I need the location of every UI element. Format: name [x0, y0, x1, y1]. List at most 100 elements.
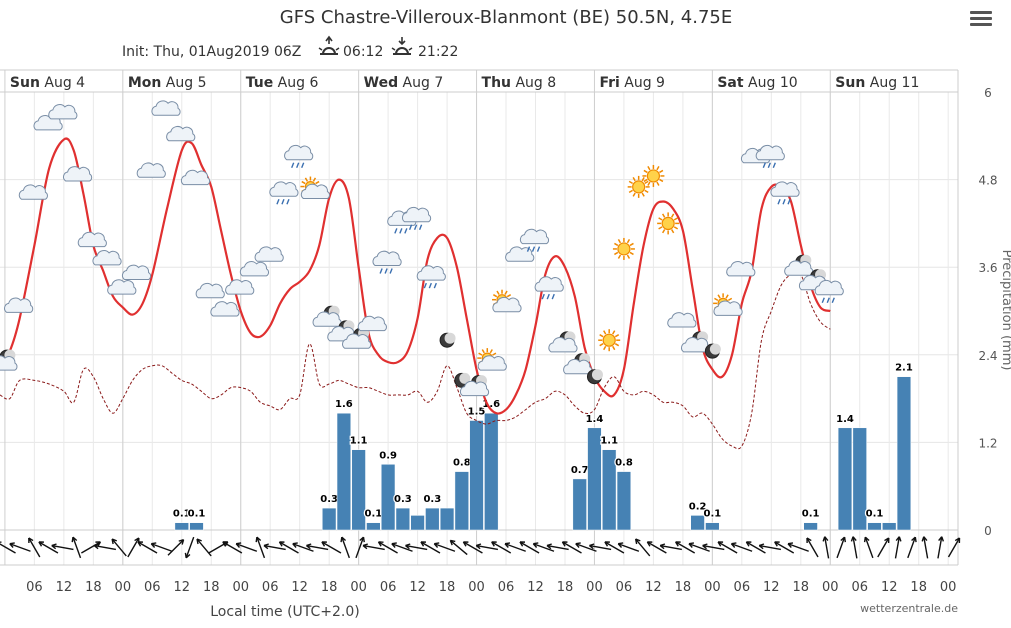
rain-cloud-icon	[416, 265, 446, 289]
wind-shaft	[562, 541, 582, 554]
rain-drop	[541, 293, 545, 300]
day-labels: Sun Aug 4 Mon Aug 5 Tue Aug 6 Wed Aug 7 Thu …	[10, 75, 919, 91]
rain-drop	[286, 198, 290, 205]
wind-head	[462, 541, 467, 547]
wind-head	[787, 542, 794, 545]
wind-head	[759, 543, 765, 547]
x-tick-label: 12	[174, 580, 191, 595]
precip-bar-label: 0.8	[453, 458, 471, 469]
cloud-shape	[726, 261, 756, 277]
cloud-shape	[342, 333, 372, 349]
sun-ray	[670, 213, 675, 218]
day-label: Thu Aug 8	[482, 75, 557, 91]
x-tick-label: 00	[704, 580, 721, 595]
precip-bar	[395, 507, 410, 531]
rain-drop	[787, 198, 791, 205]
wind-shaft	[341, 536, 351, 559]
cloud-icon	[151, 100, 181, 116]
cloud-shape	[18, 184, 48, 200]
wind-shaft	[72, 536, 82, 559]
wind-arrow-icon	[0, 541, 16, 554]
cloud-shape	[195, 282, 225, 299]
wind-shaft	[617, 543, 640, 552]
wind-head	[196, 538, 202, 542]
precip-bar-label: 0.8	[615, 458, 633, 469]
x-tick-label: 12	[56, 580, 73, 595]
wind-arrow-icon	[863, 536, 874, 559]
grid	[0, 69, 959, 566]
cloud-shape	[48, 104, 78, 120]
precip-bar-label: 1.5	[468, 407, 486, 418]
wind-head	[449, 540, 453, 546]
cloud-shape	[151, 100, 181, 116]
wind-shaft	[806, 537, 819, 558]
wind-head	[137, 541, 142, 547]
cloud-shape	[77, 231, 107, 248]
wind-arrow-icon	[377, 541, 398, 554]
cloud-shape	[459, 380, 490, 397]
precip-bar	[351, 449, 366, 531]
wind-shaft	[362, 544, 385, 551]
day-label: Mon Aug 5	[128, 75, 207, 91]
x-tick-label: 06	[380, 580, 397, 595]
precip-bar-label: 1.1	[350, 436, 368, 447]
init-time: Init: Thu, 01Aug2019 06Z	[122, 44, 301, 60]
wind-head	[391, 542, 397, 545]
wind-shaft	[167, 539, 185, 556]
wind-head	[731, 542, 737, 545]
rain-drop	[379, 268, 383, 274]
weather-icons	[0, 100, 844, 397]
cloud-shape	[0, 355, 18, 371]
precip-bar-label: 0.7	[571, 465, 589, 476]
cloud-icon	[210, 301, 240, 317]
cloud-shape	[269, 181, 299, 197]
x-tick-label: 12	[291, 580, 308, 595]
sun-ray	[647, 181, 651, 186]
wind-shaft	[185, 536, 195, 559]
sun-ray	[506, 294, 512, 298]
sun-ray	[632, 176, 636, 182]
wind-head	[111, 538, 114, 545]
wind-head	[341, 536, 347, 541]
wind-arrow-icon	[355, 536, 365, 559]
sun-ray	[304, 177, 309, 182]
rain-drop	[389, 268, 393, 274]
rain-drop	[281, 198, 285, 205]
wind-arrow-icon	[433, 542, 456, 552]
sun-ray	[629, 251, 634, 256]
wind-shaft	[378, 541, 398, 554]
x-tick-label: 18	[910, 580, 927, 595]
sun-ray	[717, 294, 721, 299]
menu-button[interactable]	[966, 8, 996, 34]
rain-cloud-icon	[770, 181, 800, 205]
day-label: Sun Aug 4	[10, 75, 85, 91]
wind-shaft	[519, 541, 540, 554]
wind-arrow-icon	[38, 541, 59, 554]
y-tick-label: 1.2	[978, 436, 997, 450]
cloud-shape	[136, 162, 166, 178]
precip-bar-label: 0.2	[689, 501, 707, 512]
wind-shaft	[937, 536, 943, 559]
sun-ray	[614, 251, 619, 256]
rain-drop	[276, 198, 280, 205]
wind-head	[688, 542, 695, 545]
sun-disc	[661, 216, 675, 230]
wind-head	[675, 541, 679, 547]
wind-shaft	[279, 541, 299, 554]
precip-bar-label: 0.3	[423, 494, 441, 505]
wind-shaft	[137, 541, 158, 554]
x-tick-label: 12	[409, 580, 426, 595]
x-tick-label: 18	[203, 580, 220, 595]
precip-bar	[322, 507, 337, 531]
wind-head	[292, 542, 298, 545]
sun-disc	[632, 180, 646, 194]
precip-bar	[896, 376, 912, 531]
wind-arrow-icon	[617, 542, 640, 552]
rain-drop	[296, 162, 300, 168]
sun-ray	[312, 177, 317, 182]
precip-bar	[469, 420, 484, 531]
rain-drop	[404, 228, 408, 234]
cloud-shape	[416, 265, 446, 281]
wind-arrow-icon	[504, 542, 526, 552]
cloud-shape	[300, 183, 330, 200]
